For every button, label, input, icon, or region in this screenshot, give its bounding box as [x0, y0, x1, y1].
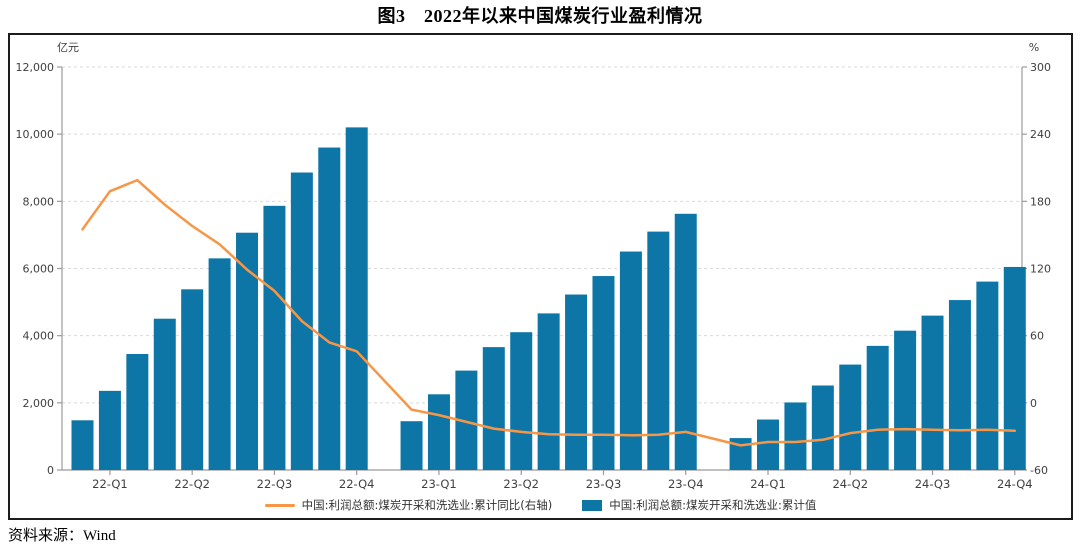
profit-bar — [126, 354, 149, 470]
profit-bar — [71, 420, 94, 470]
profit-bar — [400, 421, 423, 470]
profit-bar — [153, 318, 176, 470]
x-axis-tick-label: 24-Q3 — [915, 477, 951, 491]
x-axis-tick-label: 23-Q4 — [668, 477, 704, 491]
profit-bar — [318, 147, 341, 470]
left-axis-tick-label: 2,000 — [23, 397, 55, 410]
profit-bar — [976, 281, 999, 470]
profit-chart-svg: 0 2,000 4,000 6,000 8,000 10,000 12,000 -60 0 60 1… — [16, 41, 1052, 491]
yoy-line — [81, 178, 1017, 447]
x-axis-tick-label: 23-Q2 — [503, 477, 539, 491]
profit-bar — [345, 127, 368, 470]
bar-series-swatch-icon — [582, 499, 603, 511]
left-axis-unit-label: 亿元 — [57, 41, 79, 54]
right-axis-tick-label: -60 — [1030, 464, 1048, 477]
x-axis-tick-label: 22-Q3 — [257, 477, 293, 491]
right-axis-unit-label: % — [1029, 41, 1039, 54]
profit-bar — [811, 385, 834, 470]
x-axis-tick-label: 22-Q2 — [174, 477, 210, 491]
right-axis-tick-label: 240 — [1030, 128, 1051, 141]
line-series-swatch-icon — [264, 503, 295, 507]
profit-bar — [921, 315, 944, 470]
profit-bar — [948, 300, 971, 470]
chart-title: 图3 2022年以来中国煤炭行业盈利情况 — [377, 6, 703, 26]
legend-item-cumulative-bar: 中国:利润总额:煤炭开采和洗选业:累计值 — [582, 497, 816, 513]
legend-label-yoy: 中国:利润总额:煤炭开采和洗选业:累计同比(右轴) — [301, 498, 553, 512]
left-axis-tick-label: 8,000 — [23, 195, 55, 208]
profit-bar — [537, 313, 560, 470]
left-axis-tick-label: 4,000 — [23, 330, 55, 343]
source-note: 资料来源：Wind — [8, 528, 116, 544]
profit-bar — [839, 364, 862, 470]
left-axis-tick-label: 0 — [47, 464, 54, 477]
right-axis-tick-label: 0 — [1030, 397, 1037, 410]
left-axis-tick-label: 10,000 — [16, 128, 55, 141]
profit-bar — [619, 251, 642, 470]
x-axis-tick-label: 22-Q4 — [339, 477, 375, 491]
x-axis-tick-label: 24-Q1 — [750, 477, 786, 491]
profit-bar — [208, 258, 231, 470]
profit-bar — [866, 345, 889, 470]
legend-label-cumulative: 中国:利润总额:煤炭开采和洗选业:累计值 — [609, 498, 817, 512]
profit-bar — [565, 294, 588, 470]
x-axis-tick-label: 23-Q1 — [421, 477, 457, 491]
right-axis-tick-label: 120 — [1030, 263, 1051, 276]
left-axis-tick-label: 6,000 — [23, 263, 55, 276]
profit-bar — [729, 438, 752, 470]
x-axis-tick-label: 24-Q2 — [832, 477, 868, 491]
x-axis-tick-label: 23-Q3 — [586, 477, 622, 491]
profit-bar — [427, 394, 450, 470]
profit-bar — [510, 332, 533, 470]
x-axis-tick-label: 22-Q1 — [92, 477, 128, 491]
legend-item-yoy-line: 中国:利润总额:煤炭开采和洗选业:累计同比(右轴) — [264, 497, 553, 513]
chart-legend: 中国:利润总额:煤炭开采和洗选业:累计同比(右轴) 中国:利润总额:煤炭开采和洗… — [10, 497, 1071, 513]
x-axis-tick-label: 24-Q4 — [997, 477, 1033, 491]
profit-bar — [1003, 266, 1026, 470]
profit-bar — [482, 347, 505, 470]
profit-bar — [784, 402, 807, 470]
left-axis-tick-label: 12,000 — [16, 61, 55, 74]
profit-bar — [592, 276, 615, 470]
profit-bar — [181, 289, 204, 470]
right-axis-tick-label: 60 — [1030, 330, 1044, 343]
profit-bar — [455, 370, 478, 470]
profit-bar — [98, 390, 121, 470]
profit-bar — [674, 213, 697, 470]
profit-bar — [236, 232, 259, 470]
profit-bar — [647, 231, 670, 470]
profit-bar — [757, 419, 779, 470]
profit-bar — [894, 330, 917, 470]
right-axis-tick-label: 300 — [1030, 61, 1051, 74]
chart-frame: 0 2,000 4,000 6,000 8,000 10,000 12,000 -60 0 60 1… — [8, 33, 1073, 520]
right-axis-tick-label: 180 — [1030, 195, 1051, 208]
profit-bar — [263, 205, 286, 470]
